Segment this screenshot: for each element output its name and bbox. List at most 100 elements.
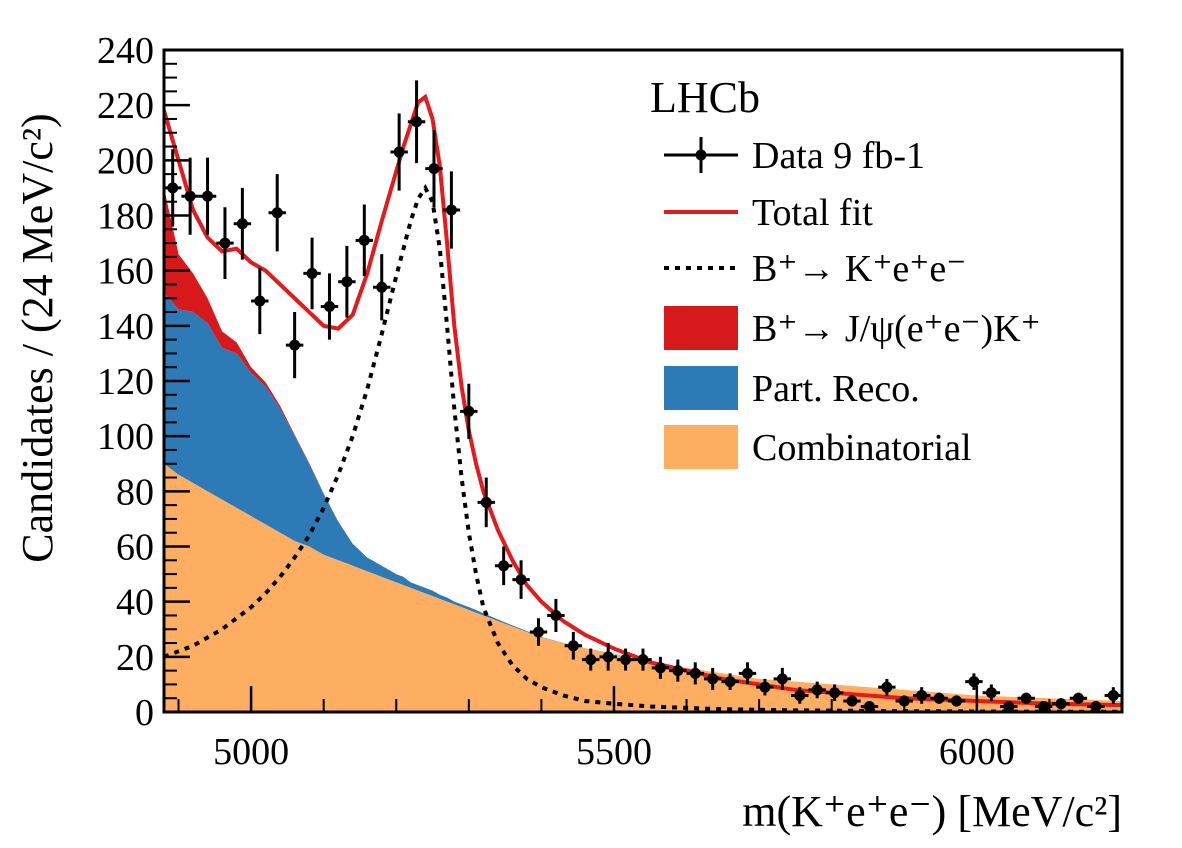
y-tick-label: 140 — [97, 306, 154, 348]
data-point-marker — [637, 654, 649, 666]
y-tick-label: 20 — [116, 637, 154, 679]
data-point-marker — [341, 276, 353, 288]
data-point — [1000, 700, 1018, 712]
data-point — [442, 171, 461, 249]
data-point — [686, 662, 704, 685]
y-tick-label: 100 — [97, 416, 154, 458]
data-point-marker — [602, 651, 614, 663]
data-point — [285, 312, 304, 379]
y-tick-label: 200 — [97, 140, 154, 182]
data-point — [878, 678, 896, 696]
data-point — [494, 546, 513, 586]
data-point-marker — [1090, 700, 1102, 712]
data-point-marker — [1003, 700, 1015, 712]
data-point-marker — [724, 676, 736, 688]
data-point — [373, 254, 391, 321]
data-point-marker — [567, 640, 579, 652]
data-point — [599, 643, 617, 671]
y-tick-label: 0 — [135, 692, 154, 734]
data-point-marker — [1055, 698, 1067, 710]
data-point-marker — [480, 496, 492, 508]
data-point-marker — [202, 190, 214, 202]
data-point-marker — [411, 116, 423, 128]
data-point — [1052, 698, 1070, 710]
data-point — [1087, 700, 1105, 712]
x-tick-label: 6000 — [939, 731, 1015, 773]
signal-curve — [164, 183, 1122, 712]
x-tick-label: 5500 — [576, 731, 652, 773]
data-point-marker — [654, 662, 666, 674]
legend-item: Total fit — [664, 192, 873, 234]
legend-symbol-fill — [664, 306, 738, 350]
legend-label: Total fit — [752, 192, 873, 234]
data-point-marker — [968, 676, 980, 688]
legend-symbol-fill — [664, 425, 738, 469]
data-point — [181, 157, 199, 235]
legend-label: B⁺→ K⁺e⁺e⁻ — [752, 248, 966, 290]
y-tick-label: 40 — [116, 582, 154, 624]
data-point-marker — [951, 695, 963, 707]
data-point — [1069, 692, 1088, 704]
data-point-marker — [550, 609, 562, 621]
legend-label: Data 9 fb-1 — [752, 135, 925, 177]
data-point-marker — [794, 689, 806, 701]
data-point-marker — [445, 204, 457, 216]
legend-item: Data 9 fb-1 — [664, 135, 925, 177]
data-point-marker — [358, 234, 370, 246]
data-point-marker — [1038, 700, 1050, 712]
legend-item: B⁺→ J/ψ(e⁺e⁻)K⁺ — [664, 306, 1041, 350]
data-point-marker — [672, 665, 684, 677]
data-point-marker — [759, 681, 771, 693]
data-point — [390, 113, 408, 191]
data-point — [860, 700, 879, 712]
legend: LHCb Data 9 fb-1 Total fit B⁺→ K⁺e⁺e⁻ B⁺→ J… — [650, 73, 1041, 469]
data-point-marker — [863, 700, 875, 712]
data-point — [616, 648, 635, 671]
data-point — [982, 684, 1001, 701]
data-point-marker — [515, 574, 527, 586]
y-tick-label: 180 — [97, 196, 154, 238]
data-point — [634, 648, 652, 671]
data-point-marker — [846, 695, 858, 707]
data-point-marker — [323, 301, 335, 313]
data-point — [773, 667, 792, 690]
data-point — [669, 659, 687, 682]
data-point-marker — [306, 267, 318, 279]
data-points — [164, 80, 1122, 712]
data-point-marker — [1072, 692, 1084, 704]
data-point-marker — [811, 684, 823, 696]
data-point — [547, 598, 565, 633]
data-point — [808, 681, 826, 699]
stacked-components — [164, 187, 1122, 712]
data-point — [216, 207, 234, 279]
x-tick-label: 5000 — [213, 731, 289, 773]
legend-item: Part. Reco. — [664, 366, 920, 410]
data-point — [529, 618, 548, 646]
legend-symbol-data-marker — [695, 149, 707, 161]
data-point-marker — [1107, 689, 1119, 701]
data-point-marker — [236, 218, 248, 230]
axes: 0 20 40 60 80 100 120 140 160 180 200 220 240 5000 550… — [97, 30, 1123, 773]
data-point — [407, 80, 426, 164]
data-point — [930, 692, 948, 704]
data-point — [1017, 692, 1035, 704]
legend-label: Part. Reco. — [752, 368, 920, 410]
data-point — [355, 204, 374, 277]
legend-items: Data 9 fb-1 Total fit B⁺→ K⁺e⁺e⁻ B⁺→ J/ψ(e⁺… — [664, 135, 1041, 469]
data-point — [512, 560, 530, 599]
data-point — [947, 695, 966, 707]
data-point — [477, 477, 495, 528]
data-point-marker — [254, 295, 266, 307]
data-point-marker — [463, 405, 475, 417]
data-point-marker — [271, 207, 283, 219]
legend-symbol-fill — [664, 366, 738, 410]
data-point — [703, 667, 722, 690]
data-point — [738, 662, 757, 685]
data-point-marker — [428, 163, 440, 175]
plot-area — [164, 80, 1122, 712]
data-point-marker — [742, 667, 754, 679]
data-point — [303, 237, 321, 310]
data-point-marker — [393, 146, 405, 158]
data-point — [338, 245, 356, 318]
